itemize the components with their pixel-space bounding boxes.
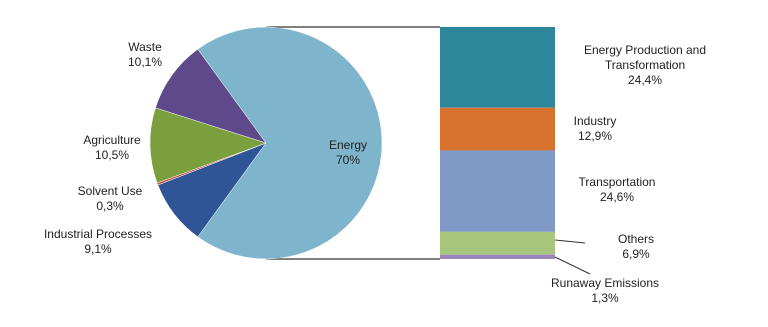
bar-label: Energy Production and Transformation 24,4…: [560, 43, 730, 88]
value-label: 12,9%: [577, 129, 613, 143]
leader-line: [554, 239, 586, 244]
category-label: Industrial Processes: [43, 227, 153, 241]
value-label: 6,9%: [622, 247, 650, 261]
slice-label: Solvent Use 0,3%: [78, 184, 143, 214]
category-label: Industry: [573, 114, 617, 128]
slice-label: Industrial Processes 9,1%: [44, 227, 152, 257]
pie-slice: [149, 107, 267, 184]
value-label: 0,3%: [96, 199, 124, 213]
category-label: Energy: [328, 138, 368, 152]
pie-slice: [155, 48, 267, 144]
category-label: Runaway Emissions: [550, 276, 660, 290]
value-label: 9,1%: [84, 242, 112, 256]
slice-label: Energy 70%: [329, 138, 367, 168]
bar-segment: [440, 27, 555, 108]
bar-segment: [440, 254, 555, 259]
category-label: Transportation: [578, 175, 656, 189]
value-label: 1,3%: [591, 291, 619, 305]
bar-label: Transportation 24,6%: [579, 175, 656, 205]
value-label: 24,6%: [599, 190, 635, 204]
category-label: Agriculture: [83, 133, 141, 147]
category-label: Energy Production and Transformation: [583, 43, 707, 72]
value-label: 24,4%: [627, 73, 663, 87]
bar-label: Industry 12,9%: [574, 114, 617, 144]
slice-label: Waste 10,1%: [128, 40, 162, 70]
category-label: Solvent Use: [77, 184, 143, 198]
slice-label: Agriculture 10,5%: [83, 133, 140, 163]
value-label: 10,5%: [94, 148, 130, 162]
value-label: 10,1%: [127, 55, 163, 69]
bar-label: Others 6,9%: [618, 232, 654, 262]
bar-label: Runaway Emissions 1,3%: [551, 276, 659, 306]
bar-segment: [440, 150, 555, 232]
category-label: Others: [617, 232, 655, 246]
bar-segment: [440, 107, 555, 151]
value-label: 70%: [335, 153, 361, 167]
bar-segment: [440, 231, 555, 255]
leader-line: [554, 256, 591, 275]
pie-slice: [197, 26, 383, 260]
category-label: Waste: [128, 40, 162, 54]
